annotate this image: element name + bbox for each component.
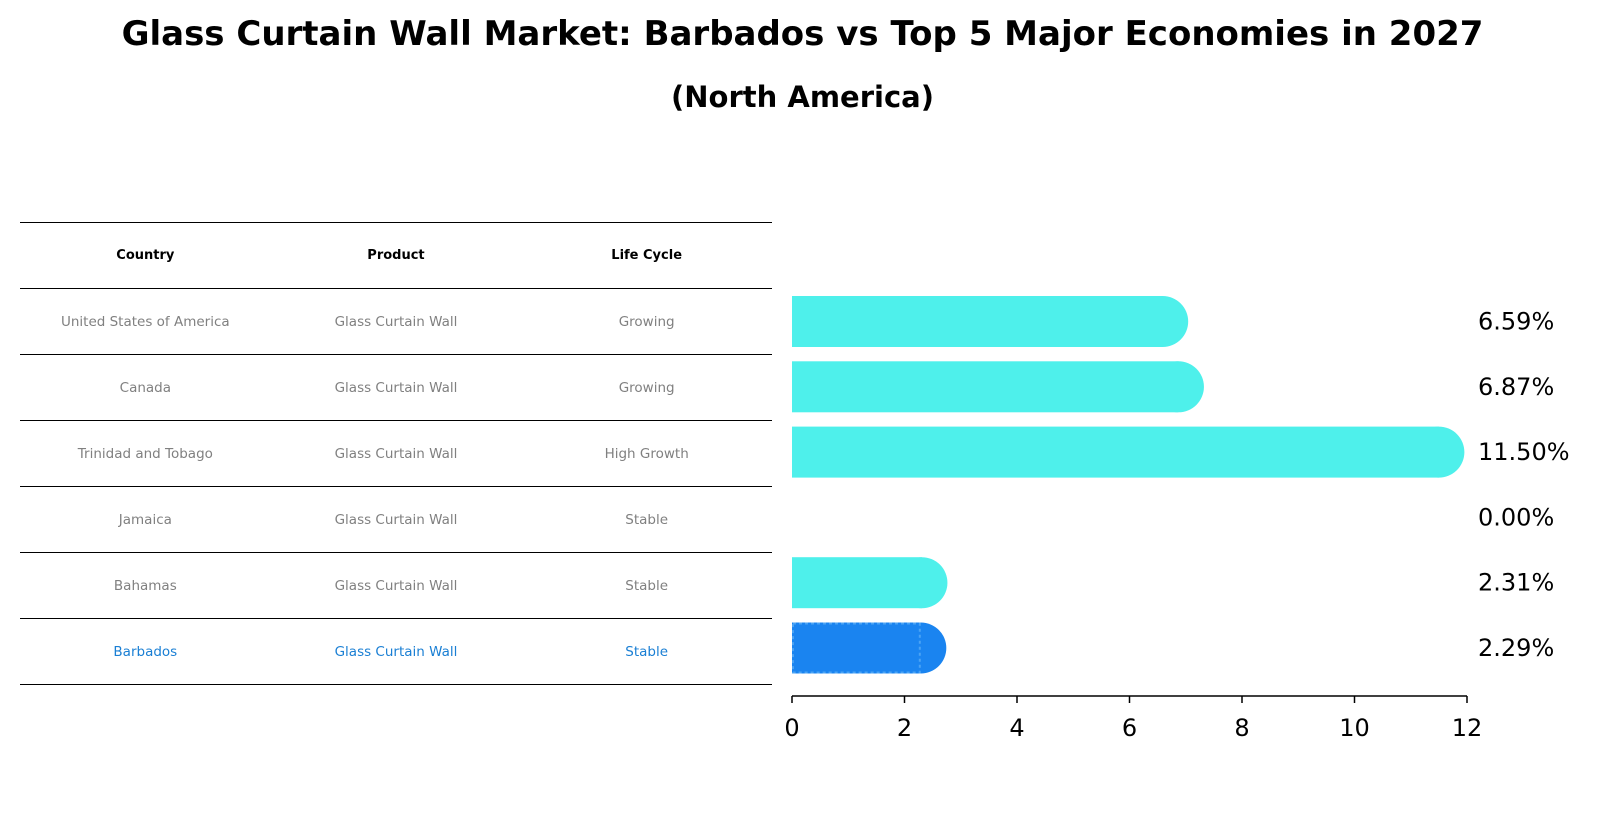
cell-product: Glass Curtain Wall: [270, 354, 522, 421]
value-label: 6.59%: [1478, 308, 1554, 336]
value-label: 6.87%: [1478, 373, 1554, 401]
bar-trinidad-and-tobago: [792, 426, 1465, 478]
header-country: Country: [20, 222, 271, 289]
cell-life-cycle: High Growth: [521, 420, 772, 487]
x-tick-label: 8: [1234, 714, 1249, 742]
cell-country: Trinidad and Tobago: [20, 420, 271, 487]
table-row: Bahamas Glass Curtain Wall Stable: [20, 552, 772, 619]
cell-life-cycle: Stable: [521, 552, 772, 619]
table-row: Jamaica Glass Curtain Wall Stable: [20, 486, 772, 553]
cell-country: Barbados: [20, 618, 271, 685]
info-table: Country Product Life Cycle United States…: [20, 222, 772, 685]
value-label: 2.29%: [1478, 634, 1554, 662]
table-row-highlight: Barbados Glass Curtain Wall Stable: [20, 618, 772, 685]
cell-life-cycle: Stable: [521, 618, 772, 685]
chart-title: Glass Curtain Wall Market: Barbados vs T…: [121, 14, 1484, 54]
x-tick-label: 10: [1339, 714, 1370, 742]
table-row: Trinidad and Tobago Glass Curtain Wall H…: [20, 420, 772, 487]
cell-product: Glass Curtain Wall: [270, 288, 522, 355]
x-tick-label: 4: [1009, 714, 1024, 742]
cell-country: United States of America: [20, 288, 271, 355]
table-row: Canada Glass Curtain Wall Growing: [20, 354, 772, 421]
bar-canada: [792, 361, 1204, 413]
header-life-cycle: Life Cycle: [521, 222, 772, 289]
value-label: 0.00%: [1478, 503, 1554, 531]
cell-life-cycle: Growing: [521, 288, 772, 355]
value-label: 2.31%: [1478, 569, 1554, 597]
cell-product: Glass Curtain Wall: [270, 618, 522, 685]
cell-life-cycle: Growing: [521, 354, 772, 421]
chart-subtitle: (North America): [671, 80, 934, 114]
x-tick-label: 12: [1452, 714, 1483, 742]
value-label: 11.50%: [1478, 438, 1570, 466]
bar-barbados: [792, 622, 947, 674]
cell-country: Bahamas: [20, 552, 271, 619]
cell-country: Canada: [20, 354, 271, 421]
cell-product: Glass Curtain Wall: [270, 486, 522, 553]
cell-country: Jamaica: [20, 486, 271, 553]
table-header-row: Country Product Life Cycle: [20, 222, 772, 289]
bar-united-states-of-america: [792, 296, 1189, 347]
x-tick-label: 6: [1122, 714, 1137, 742]
x-tick-label: 2: [897, 714, 912, 742]
bar-bahamas: [792, 557, 948, 609]
table-row: United States of America Glass Curtain W…: [20, 288, 772, 355]
cell-life-cycle: Stable: [521, 486, 772, 553]
x-tick-label: 0: [784, 714, 799, 742]
header-product: Product: [270, 222, 522, 289]
